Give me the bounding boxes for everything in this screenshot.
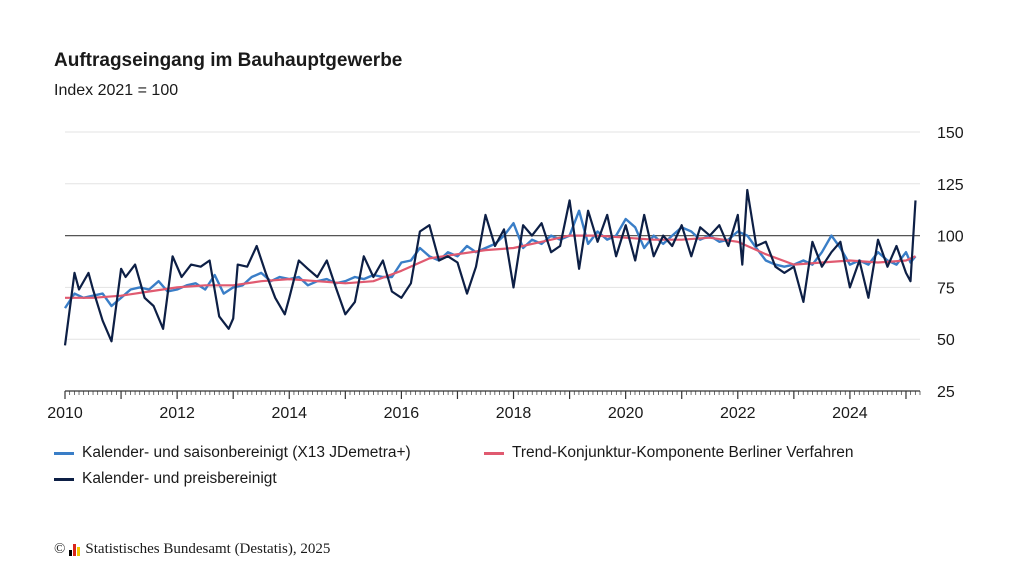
legend-swatch-red xyxy=(484,451,504,455)
source-text: Statistisches Bundesamt (Destatis), 2025 xyxy=(85,541,331,557)
legend-item-price-adjusted: Kalender- und preisbereinigt xyxy=(54,470,277,488)
y-tick-label: 100 xyxy=(937,229,964,246)
legend-label: Kalender- und saisonbereinigt (X13 JDeme… xyxy=(82,444,411,461)
y-tick-label: 75 xyxy=(937,280,955,297)
x-tick-label: 2024 xyxy=(832,405,868,422)
x-tick-label: 2012 xyxy=(159,405,195,422)
series-line-0 xyxy=(63,188,917,346)
x-tick-label: 2016 xyxy=(384,405,420,422)
legend-label: Kalender- und preisbereinigt xyxy=(82,470,277,487)
x-tick-label: 2010 xyxy=(47,405,83,422)
y-tick-label: 150 xyxy=(937,125,964,142)
chart-title: Auftragseingang im Bauhauptgewerbe xyxy=(54,50,403,71)
chart-subtitle: Index 2021 = 100 xyxy=(54,82,179,99)
copyright-symbol: © xyxy=(54,541,66,557)
series-line-2 xyxy=(65,234,916,299)
legend-item-trend: Trend-Konjunktur-Komponente Berliner Ver… xyxy=(484,444,853,462)
legend-swatch-blue xyxy=(54,451,74,455)
legend-item-seasonal-adjusted: Kalender- und saisonbereinigt (X13 JDeme… xyxy=(54,444,411,462)
x-tick-label: 2014 xyxy=(271,405,307,422)
source-footer: © Statistisches Bundesamt (Destatis), 20… xyxy=(54,541,330,558)
x-tick-label: 2020 xyxy=(608,405,644,422)
y-tick-label: 25 xyxy=(937,384,955,401)
legend-swatch-navy xyxy=(54,477,74,481)
x-tick-label: 2022 xyxy=(720,405,756,422)
series-line-1 xyxy=(63,209,917,309)
destatis-logo-icon xyxy=(69,543,81,556)
legend-label: Trend-Konjunktur-Komponente Berliner Ver… xyxy=(512,444,854,461)
x-tick-label: 2018 xyxy=(496,405,532,422)
y-tick-label: 50 xyxy=(937,332,955,349)
y-tick-label: 125 xyxy=(937,177,964,194)
